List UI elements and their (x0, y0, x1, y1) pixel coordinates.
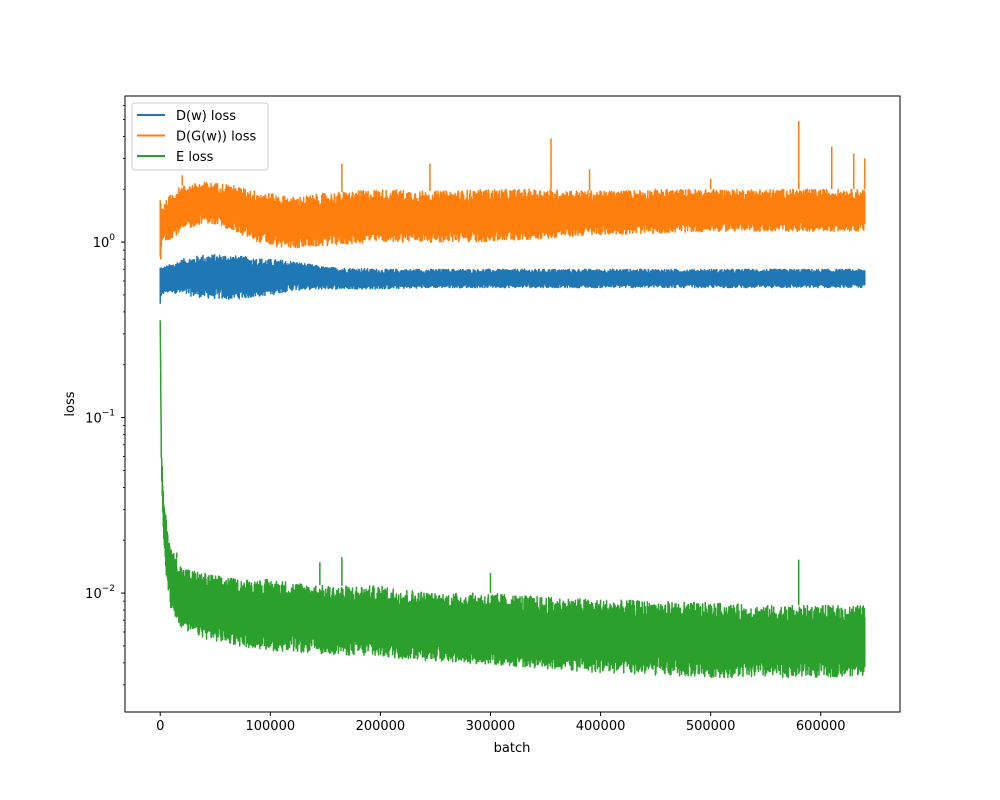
legend-label: D(G(w)) loss (176, 130, 256, 145)
x-tick-label: 600000 (796, 719, 846, 734)
x-tick-label: 500000 (686, 719, 736, 734)
series-line (159, 320, 866, 679)
legend-label: D(w) loss (176, 109, 236, 124)
legend-label: E loss (176, 150, 214, 165)
y-tick-label: 10−2 (85, 584, 115, 602)
x-tick-label: 200000 (356, 719, 406, 734)
x-tick-label: 400000 (576, 719, 626, 734)
series-d-g-w-loss (159, 120, 866, 260)
series-layer (159, 120, 866, 679)
y-axis-label: loss (63, 391, 78, 416)
x-tick-label: 0 (156, 719, 164, 734)
x-tick-label: 300000 (466, 719, 516, 734)
x-axis: 0 100000 200000 300000 400000 500000 600000 (156, 712, 846, 734)
y-tick-label: 10−1 (85, 409, 115, 427)
legend-box (131, 102, 269, 171)
series-e-loss (159, 320, 866, 679)
series-line (159, 181, 866, 260)
series-line (159, 254, 866, 304)
legend: D(w) loss D(G(w)) loss E loss (131, 102, 269, 171)
x-axis-label: batch (494, 741, 531, 756)
y-tick-label: 100 (93, 233, 116, 251)
x-tick-label: 100000 (245, 719, 295, 734)
series-d-w-loss (159, 254, 866, 304)
y-axis: 10−2 10−1 100 (85, 105, 125, 686)
axes-frame (124, 95, 901, 713)
